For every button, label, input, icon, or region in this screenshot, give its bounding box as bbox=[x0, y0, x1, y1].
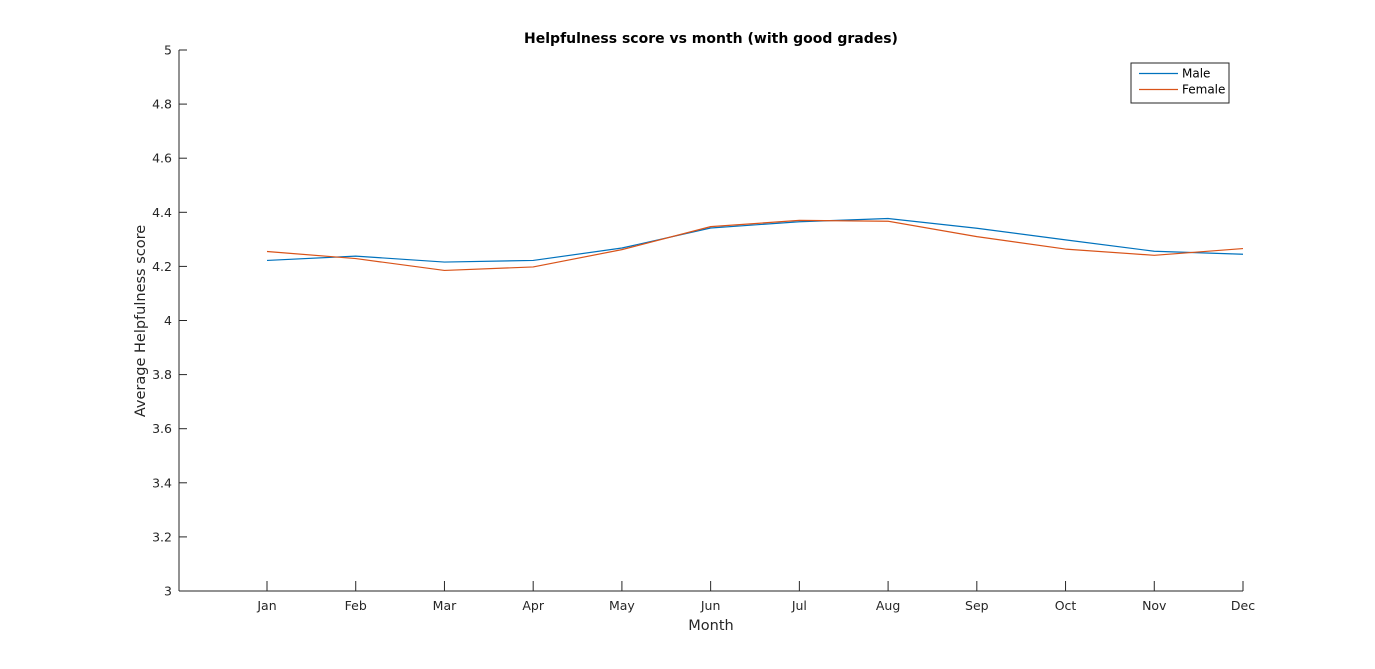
y-tick-label: 3.6 bbox=[152, 421, 172, 436]
y-tick-label: 3 bbox=[164, 584, 172, 599]
legend: Male Female bbox=[1130, 62, 1230, 104]
x-axis-ticks: Jan Feb Mar Apr May Jun Jul Aug Sep Oct Nov Dec bbox=[256, 581, 1255, 613]
x-axis-label: Month bbox=[688, 618, 733, 634]
x-tick-label: Aug bbox=[876, 598, 900, 613]
legend-box bbox=[1130, 62, 1230, 104]
x-tick-label: Jun bbox=[700, 598, 721, 613]
y-tick-label: 4.8 bbox=[152, 97, 172, 112]
y-tick-label: 3.2 bbox=[152, 529, 172, 544]
x-tick-label: Nov bbox=[1142, 598, 1167, 613]
y-tick-label: 4.2 bbox=[152, 259, 172, 274]
legend-label-female: Female bbox=[1182, 83, 1225, 97]
series-line-female bbox=[266, 219, 1244, 272]
series-line-male bbox=[266, 217, 1244, 263]
y-tick-label: 4.6 bbox=[152, 151, 172, 166]
y-axis-ticks: 3 3.2 3.4 3.6 3.8 4 4.2 4.4 4.6 4.8 5 bbox=[152, 43, 187, 599]
plot-series bbox=[266, 217, 1244, 272]
x-tick-label: Oct bbox=[1055, 598, 1077, 613]
x-tick-label: Apr bbox=[522, 598, 544, 613]
y-tick-label: 3.4 bbox=[152, 475, 172, 490]
y-axis-label: Average Helpfulness score bbox=[133, 225, 149, 417]
y-tick-label: 4.4 bbox=[152, 205, 172, 220]
x-tick-label: Mar bbox=[433, 598, 457, 613]
chart-title: Helpfulness score vs month (with good gr… bbox=[524, 31, 898, 47]
y-tick-label: 5 bbox=[164, 43, 172, 58]
x-tick-label: Sep bbox=[965, 598, 989, 613]
y-tick-label: 4 bbox=[164, 313, 172, 328]
x-tick-label: May bbox=[609, 598, 635, 613]
y-tick-label: 3.8 bbox=[152, 367, 172, 382]
legend-label-male: Male bbox=[1182, 67, 1210, 81]
x-tick-label: Jan bbox=[256, 598, 276, 613]
x-tick-label: Dec bbox=[1231, 598, 1255, 613]
axes bbox=[178, 50, 1243, 592]
x-tick-label: Jul bbox=[791, 598, 807, 613]
x-tick-label: Feb bbox=[345, 598, 367, 613]
